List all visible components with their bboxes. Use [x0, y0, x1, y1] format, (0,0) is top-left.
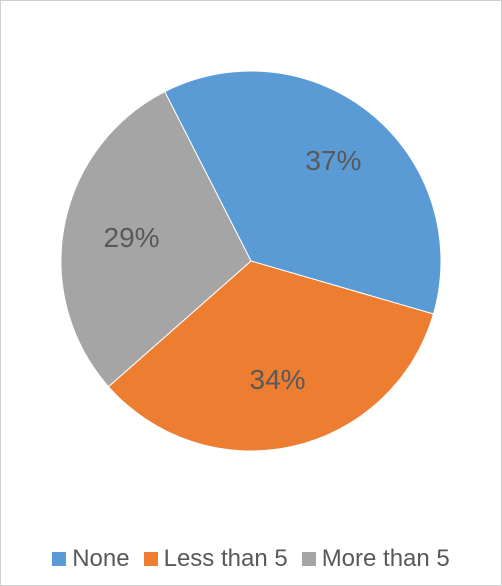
legend-item-more-than-5: More than 5: [302, 545, 450, 573]
legend-item-none: None: [52, 545, 129, 573]
pie-svg: [61, 71, 441, 451]
legend-swatch-more-than-5: [302, 552, 316, 566]
legend-label-less-than-5: Less than 5: [164, 545, 288, 573]
legend-item-less-than-5: Less than 5: [144, 545, 288, 573]
pie-chart-container: 37%34%29%: [1, 1, 501, 521]
legend-swatch-less-than-5: [144, 552, 158, 566]
legend-label-none: None: [72, 545, 129, 573]
pie-chart: 37%34%29%: [61, 71, 441, 451]
legend: None Less than 5 More than 5: [1, 545, 501, 573]
legend-swatch-none: [52, 552, 66, 566]
legend-label-more-than-5: More than 5: [322, 545, 450, 573]
